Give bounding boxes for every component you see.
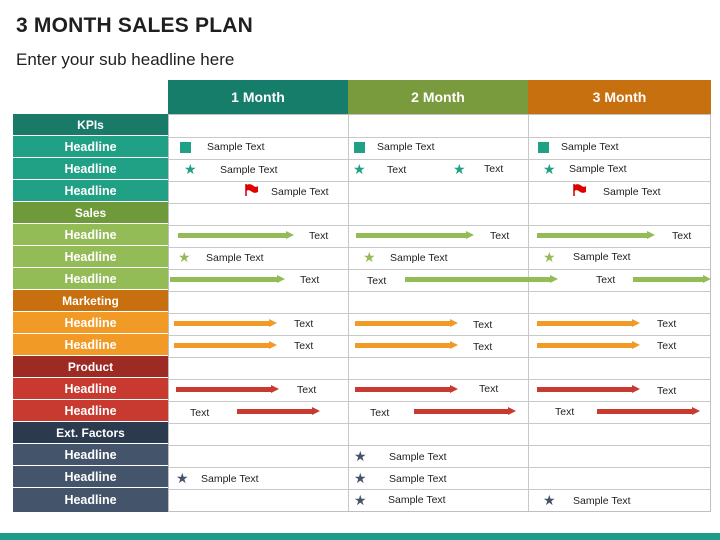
cell-text: Text xyxy=(672,230,692,242)
star-icon: ★ xyxy=(543,249,556,265)
category-ext-factors: Ext. Factors xyxy=(13,422,168,444)
kpis-headline-2: Headline xyxy=(13,158,168,180)
progress-arrow xyxy=(174,319,277,327)
cell-text: Text xyxy=(657,385,677,397)
cell-text: Sample Text xyxy=(389,473,447,485)
ext-headline-3: Headline xyxy=(13,488,168,512)
plan-grid xyxy=(168,114,711,512)
month-3-header: 3 Month xyxy=(528,80,711,114)
sales-headline-1: Headline xyxy=(13,224,168,246)
category-kpis: KPIs xyxy=(13,114,168,136)
star-icon: ★ xyxy=(363,249,376,265)
cell-text: Text xyxy=(294,318,314,330)
category-sales: Sales xyxy=(13,202,168,224)
cell-text: Text xyxy=(484,163,504,175)
cell-text: Text xyxy=(657,340,677,352)
star-icon: ★ xyxy=(176,470,189,486)
star-icon: ★ xyxy=(543,492,556,508)
progress-arrow xyxy=(178,231,294,239)
progress-arrow xyxy=(237,407,320,415)
cell-text: Sample Text xyxy=(201,473,259,485)
cell-text: Sample Text xyxy=(377,141,435,153)
progress-arrow xyxy=(176,385,279,393)
cell-text: Text xyxy=(294,340,314,352)
cell-text: Text xyxy=(490,230,510,242)
progress-arrow xyxy=(537,341,640,349)
cell-text: Text xyxy=(190,407,210,419)
cell-text: Sample Text xyxy=(390,252,448,264)
month-1-header: 1 Month xyxy=(168,80,348,114)
square-marker xyxy=(180,142,191,153)
cell-text: Sample Text xyxy=(206,252,264,264)
star-icon: ★ xyxy=(178,249,191,265)
cell-text: Text xyxy=(473,341,493,353)
category-marketing: Marketing xyxy=(13,290,168,312)
progress-arrow xyxy=(174,341,277,349)
cell-text: Text xyxy=(367,275,387,287)
cell-text: Sample Text xyxy=(561,141,619,153)
cell-text: Sample Text xyxy=(271,186,329,198)
star-icon: ★ xyxy=(353,161,366,177)
progress-arrow xyxy=(355,341,458,349)
cell-text: Text xyxy=(596,274,616,286)
marketing-headline-1: Headline xyxy=(13,312,168,334)
progress-arrow xyxy=(633,275,711,283)
cell-text: Sample Text xyxy=(573,251,631,263)
category-product: Product xyxy=(13,356,168,378)
progress-arrow xyxy=(414,407,516,415)
cell-text: Sample Text xyxy=(569,163,627,175)
cell-text: Text xyxy=(479,383,499,395)
star-icon: ★ xyxy=(543,161,556,177)
progress-arrow xyxy=(537,385,640,393)
star-icon: ★ xyxy=(184,161,197,177)
star-icon: ★ xyxy=(354,448,367,464)
flag-icon xyxy=(245,184,258,196)
product-headline-2: Headline xyxy=(13,400,168,422)
cell-text: Text xyxy=(370,407,390,419)
cell-text: Text xyxy=(657,318,677,330)
cell-text: Sample Text xyxy=(389,451,447,463)
square-marker xyxy=(354,142,365,153)
square-marker xyxy=(538,142,549,153)
sales-headline-2: Headline xyxy=(13,246,168,268)
ext-headline-2: Headline xyxy=(13,466,168,488)
marketing-headline-2: Headline xyxy=(13,334,168,356)
sales-headline-3: Headline xyxy=(13,268,168,290)
cell-text: Sample Text xyxy=(388,494,446,506)
progress-arrow xyxy=(537,231,655,239)
kpis-headline-3: Headline xyxy=(13,180,168,202)
cell-text: Text xyxy=(473,319,493,331)
progress-arrow xyxy=(170,275,285,283)
flag-icon xyxy=(573,184,586,196)
star-icon: ★ xyxy=(354,470,367,486)
cell-text: Sample Text xyxy=(573,495,631,507)
progress-arrow xyxy=(356,231,474,239)
page-title: 3 MONTH SALES PLAN xyxy=(16,14,253,37)
ext-headline-1: Headline xyxy=(13,444,168,466)
progress-arrow xyxy=(597,407,700,415)
progress-arrow xyxy=(355,385,458,393)
cell-text: Sample Text xyxy=(603,186,661,198)
star-icon: ★ xyxy=(354,492,367,508)
month-2-header: 2 Month xyxy=(348,80,528,114)
product-headline-1: Headline xyxy=(13,378,168,400)
progress-arrow xyxy=(355,319,458,327)
star-icon: ★ xyxy=(453,161,466,177)
page-subtitle: Enter your sub headline here xyxy=(16,50,235,69)
cell-text: Text xyxy=(300,274,320,286)
progress-arrow xyxy=(537,319,640,327)
cell-text: Text xyxy=(387,164,407,176)
kpis-headline-1: Headline xyxy=(13,136,168,158)
bottom-accent-bar xyxy=(0,533,720,540)
cell-text: Text xyxy=(309,230,329,242)
cell-text: Sample Text xyxy=(207,141,265,153)
cell-text: Text xyxy=(555,406,575,418)
cell-text: Sample Text xyxy=(220,164,278,176)
cell-text: Text xyxy=(297,384,317,396)
progress-arrow xyxy=(405,275,558,283)
